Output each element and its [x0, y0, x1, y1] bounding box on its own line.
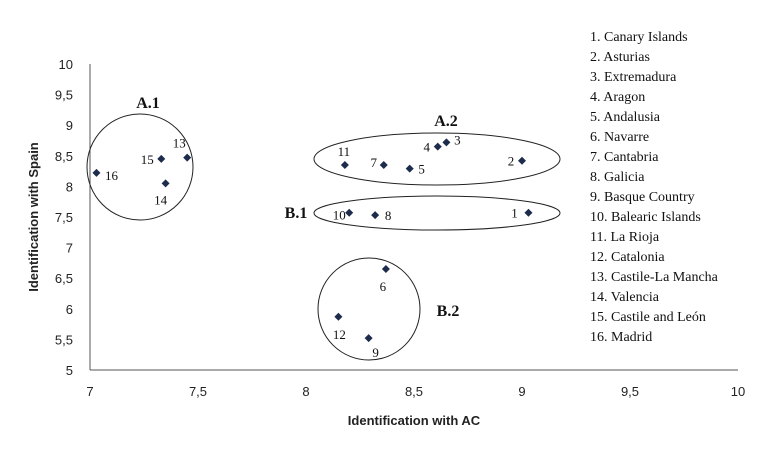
x-tick-label: 8,5	[405, 384, 423, 399]
y-tick-labels: 5 5,5 6 6,5 7 7,5 8 8,5 9 9,5 10	[55, 57, 73, 378]
y-tick-label: 6	[66, 302, 73, 317]
legend-item: 15. Castile and León	[590, 310, 706, 325]
data-point-3	[442, 138, 451, 147]
y-tick-label: 10	[59, 57, 73, 72]
cluster-label: A.1	[136, 95, 160, 112]
point-label-4: 4	[424, 140, 431, 155]
y-tick-label: 9	[66, 118, 73, 133]
legend-item: 13. Castile-La Mancha	[590, 270, 718, 285]
point-label-16: 16	[105, 168, 119, 183]
y-tick-label: 8,5	[55, 149, 73, 164]
legend-item: 5. Andalusia	[590, 110, 660, 125]
point-label-14: 14	[154, 192, 168, 207]
cluster-outline-a1	[86, 113, 194, 221]
point-label-10: 10	[333, 208, 346, 223]
cluster-label: A.2	[434, 113, 458, 130]
data-point-6	[381, 265, 390, 274]
cluster-label: B.1	[285, 205, 308, 222]
legend-item: 7. Cantabria	[590, 150, 659, 165]
point-label-3: 3	[454, 132, 461, 147]
data-point-2	[518, 156, 526, 165]
point-label-9: 9	[372, 345, 379, 360]
point-label-8: 8	[385, 208, 392, 223]
legend-item: 6. Navarre	[590, 130, 650, 145]
legend-item: 16. Madrid	[590, 330, 653, 345]
point-label-13: 13	[173, 136, 186, 151]
legend-item: 12. Catalonia	[590, 250, 665, 265]
x-tick-label: 10	[731, 384, 745, 399]
legend-item: 1. Canary Islands	[590, 30, 688, 45]
point-label-11: 11	[338, 144, 351, 159]
data-point-11	[340, 160, 349, 169]
data-point-5	[405, 164, 414, 173]
point-label-12: 12	[333, 327, 346, 342]
data-point-15	[157, 154, 166, 163]
point-label-1: 1	[511, 206, 518, 221]
cluster-outline-b1	[313, 195, 561, 231]
data-point-16	[92, 168, 101, 177]
cluster-outlines: A.1 A.2 B.1 B.2	[86, 95, 561, 361]
y-tick-label: 6,5	[55, 271, 73, 286]
x-tick-labels: 7 7,5 8 8,5 9 9,5 10	[86, 384, 745, 399]
data-point-13	[183, 153, 192, 162]
x-tick-label: 8	[302, 384, 309, 399]
x-tick-label: 7	[86, 384, 93, 399]
legend: 1. Canary Islands 2. Asturias 3. Extremadu…	[590, 28, 718, 348]
data-point-1	[524, 208, 533, 217]
legend-item: 9. Basque Country	[590, 190, 695, 205]
legend-item: 10. Balearic Islands	[590, 210, 701, 225]
x-axis-title: Identification with AC	[348, 413, 481, 428]
point-label-7: 7	[371, 155, 378, 170]
cluster-outline-a2	[313, 132, 561, 186]
legend-item: 3. Extremadura	[590, 70, 677, 85]
data-point-10	[345, 208, 354, 217]
point-label-5: 5	[418, 162, 425, 177]
y-tick-label: 9,5	[55, 88, 73, 103]
cluster-label: B.2	[437, 303, 460, 320]
legend-item: 14. Valencia	[590, 290, 659, 305]
data-point-9	[364, 334, 373, 343]
point-label-15: 15	[141, 152, 154, 167]
legend-item: 11. La Rioja	[590, 230, 660, 245]
y-tick-label: 8	[66, 179, 73, 194]
y-tick-label: 5,5	[55, 332, 73, 347]
cluster-outline-b2	[317, 257, 421, 361]
data-points	[92, 138, 533, 343]
legend-item: 8. Galicia	[590, 170, 645, 185]
point-label-2: 2	[508, 154, 515, 169]
x-tick-label: 9	[518, 384, 525, 399]
data-point-7	[379, 160, 388, 169]
data-point-12	[334, 312, 343, 321]
x-tick-label: 7,5	[189, 384, 207, 399]
y-axis-title: Identification with Spain	[26, 142, 41, 292]
legend-item: 2. Asturias	[590, 50, 650, 65]
y-tick-label: 5	[66, 363, 73, 378]
data-point-8	[371, 211, 380, 220]
x-tick-label: 9,5	[621, 384, 639, 399]
y-tick-label: 7	[66, 241, 73, 256]
y-tick-label: 7,5	[55, 210, 73, 225]
data-point-14	[161, 179, 170, 188]
point-label-6: 6	[380, 279, 387, 294]
data-point-4	[433, 142, 442, 151]
legend-item: 4. Aragon	[590, 90, 646, 105]
